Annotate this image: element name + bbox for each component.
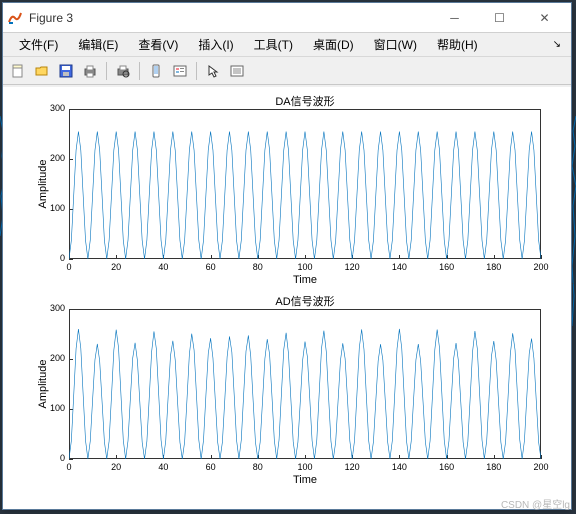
xtick: 200 [529,462,553,472]
menu-edit[interactable]: 编辑(E) [68,34,128,55]
mobile-icon[interactable] [145,60,167,82]
xtick: 160 [435,462,459,472]
xtick: 0 [57,462,81,472]
xtick: 60 [199,462,223,472]
open-folder-icon[interactable] [31,60,53,82]
toolbar-separator [196,62,197,80]
window-controls: ─ ☐ ✕ [432,4,567,32]
menubar: 文件(F) 编辑(E) 查看(V) 插入(I) 工具(T) 桌面(D) 窗口(W… [3,33,571,57]
menu-desktop[interactable]: 桌面(D) [303,34,364,55]
xtick: 140 [387,462,411,472]
menu-window[interactable]: 窗口(W) [364,34,427,55]
xtick: 100 [293,462,317,472]
properties-icon[interactable] [226,60,248,82]
xtick: 120 [340,462,364,472]
maximize-button[interactable]: ☐ [477,4,522,32]
window-title: Figure 3 [29,11,432,25]
close-button[interactable]: ✕ [522,4,567,32]
minimize-button[interactable]: ─ [432,4,477,32]
menu-view[interactable]: 查看(V) [128,34,188,55]
ytick: 300 [39,303,65,313]
titlebar: Figure 3 ─ ☐ ✕ [3,3,571,33]
xtick: 40 [151,462,175,472]
toolbar [3,57,571,85]
menu-insert[interactable]: 插入(I) [188,34,243,55]
ylabel: Amplitude [37,354,49,414]
print-icon[interactable] [79,60,101,82]
print-preview-icon[interactable] [112,60,134,82]
xtick: 180 [482,462,506,472]
menu-file[interactable]: 文件(F) [9,34,68,55]
figure-window: Figure 3 ─ ☐ ✕ 文件(F) 编辑(E) 查看(V) 插入(I) 工… [2,2,572,510]
menubar-dock-icon[interactable]: ↘ [553,39,565,50]
legend-icon[interactable] [169,60,191,82]
subplot-ad: AD信号波形0100200300020406080100120140160180… [3,87,571,509]
save-icon[interactable] [55,60,77,82]
cursor-icon[interactable] [202,60,224,82]
xtick: 20 [104,462,128,472]
new-file-icon[interactable] [7,60,29,82]
xlabel: Time [69,474,541,486]
menu-help[interactable]: 帮助(H) [427,34,488,55]
figure-canvas: DA信号波形0100200300020406080100120140160180… [3,87,571,509]
matlab-icon [7,10,23,26]
toolbar-separator [139,62,140,80]
menu-tools[interactable]: 工具(T) [244,34,303,55]
watermark: CSDN @星空lg [501,496,570,511]
waveform [69,309,541,459]
xtick: 80 [246,462,270,472]
chart-title: AD信号波形 [69,293,541,309]
toolbar-separator [106,62,107,80]
